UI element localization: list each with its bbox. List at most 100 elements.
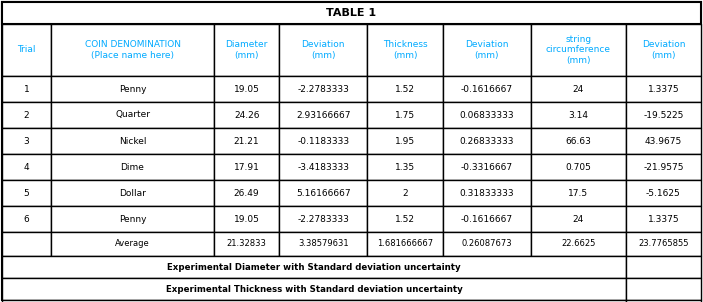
Bar (443, 180, 531, 206)
Bar (214, 154, 279, 180)
Bar (443, 154, 531, 180)
Text: 0.26087673: 0.26087673 (462, 239, 512, 249)
Bar (2, 256, 626, 278)
Text: Nickel: Nickel (119, 137, 146, 146)
Bar (214, 180, 279, 206)
Bar (2, 24, 51, 76)
Text: Trial: Trial (17, 46, 36, 54)
Text: 2: 2 (23, 111, 29, 120)
Text: 66.63: 66.63 (565, 137, 591, 146)
Bar (279, 24, 368, 76)
Bar (531, 180, 626, 206)
Bar (368, 206, 443, 232)
Bar (51, 128, 214, 154)
Text: -0.1183333: -0.1183333 (297, 137, 349, 146)
Text: 1.3375: 1.3375 (647, 85, 679, 94)
Bar (2, 278, 626, 300)
Bar (214, 102, 279, 128)
Bar (443, 24, 531, 76)
Text: 21.21: 21.21 (234, 137, 259, 146)
Text: 1.3375: 1.3375 (647, 214, 679, 223)
Bar (531, 206, 626, 232)
Text: 19.05: 19.05 (233, 214, 259, 223)
Text: string
circumference
(mm): string circumference (mm) (546, 35, 611, 65)
Bar (51, 232, 214, 256)
Bar (214, 76, 279, 102)
Text: 0.705: 0.705 (565, 162, 591, 172)
Bar (279, 180, 368, 206)
Bar (626, 278, 701, 300)
Bar (214, 24, 279, 76)
Bar (531, 24, 626, 76)
Bar (626, 128, 701, 154)
Bar (2, 154, 51, 180)
Text: 43.9675: 43.9675 (645, 137, 682, 146)
Text: Deviation
(mm): Deviation (mm) (465, 40, 509, 60)
Text: -3.4183333: -3.4183333 (297, 162, 349, 172)
Text: 24: 24 (573, 85, 584, 94)
Bar (279, 154, 368, 180)
Bar (214, 206, 279, 232)
Text: 1: 1 (23, 85, 30, 94)
Text: Quarter: Quarter (115, 111, 150, 120)
Text: Dollar: Dollar (119, 188, 146, 198)
Bar (279, 102, 368, 128)
Text: 5.16166667: 5.16166667 (296, 188, 351, 198)
Text: Deviation
(mm): Deviation (mm) (642, 40, 685, 60)
Text: Experimental Diameter with Standard deviation uncertainty: Experimental Diameter with Standard devi… (167, 262, 460, 271)
Text: 0.06833333: 0.06833333 (460, 111, 514, 120)
Text: -21.9575: -21.9575 (643, 162, 683, 172)
Text: -0.1616667: -0.1616667 (460, 85, 513, 94)
Bar (443, 76, 531, 102)
Text: 23.7765855: 23.7765855 (638, 239, 689, 249)
Bar (214, 232, 279, 256)
Text: -19.5225: -19.5225 (643, 111, 683, 120)
Bar (51, 180, 214, 206)
Text: 1.52: 1.52 (395, 85, 415, 94)
Bar (626, 102, 701, 128)
Text: 1.35: 1.35 (395, 162, 415, 172)
Bar (368, 102, 443, 128)
Text: 0.26833333: 0.26833333 (460, 137, 514, 146)
Bar (368, 154, 443, 180)
Text: Average: Average (115, 239, 150, 249)
Bar (531, 232, 626, 256)
Bar (2, 206, 51, 232)
Text: 21.32833: 21.32833 (226, 239, 266, 249)
Text: -2.2783333: -2.2783333 (297, 214, 349, 223)
Bar (443, 232, 531, 256)
Bar (626, 206, 701, 232)
Text: Diameter
(mm): Diameter (mm) (226, 40, 268, 60)
Text: 19.05: 19.05 (233, 85, 259, 94)
Bar (368, 128, 443, 154)
Bar (2, 128, 51, 154)
Bar (279, 232, 368, 256)
Text: Dime: Dime (121, 162, 144, 172)
Text: 2.93166667: 2.93166667 (296, 111, 350, 120)
Bar (531, 76, 626, 102)
Text: -0.1616667: -0.1616667 (460, 214, 513, 223)
Text: 6: 6 (23, 214, 30, 223)
Text: Experimental Thickness with Standard deviation uncertainty: Experimental Thickness with Standard dev… (165, 284, 463, 294)
Bar (443, 128, 531, 154)
Bar (51, 102, 214, 128)
Bar (2, 232, 51, 256)
Text: 1.75: 1.75 (395, 111, 415, 120)
Bar (279, 128, 368, 154)
Text: 24.26: 24.26 (234, 111, 259, 120)
Bar (626, 180, 701, 206)
Bar (2, 180, 51, 206)
Bar (2, 102, 51, 128)
Bar (626, 300, 701, 302)
Text: Deviation
(mm): Deviation (mm) (302, 40, 345, 60)
Bar (443, 206, 531, 232)
Text: Thickness
(mm): Thickness (mm) (382, 40, 427, 60)
Bar (51, 76, 214, 102)
Text: 3.14: 3.14 (569, 111, 588, 120)
Bar (626, 154, 701, 180)
Bar (626, 232, 701, 256)
Bar (531, 154, 626, 180)
Text: 3: 3 (23, 137, 30, 146)
Bar (531, 102, 626, 128)
Text: 17.91: 17.91 (233, 162, 259, 172)
